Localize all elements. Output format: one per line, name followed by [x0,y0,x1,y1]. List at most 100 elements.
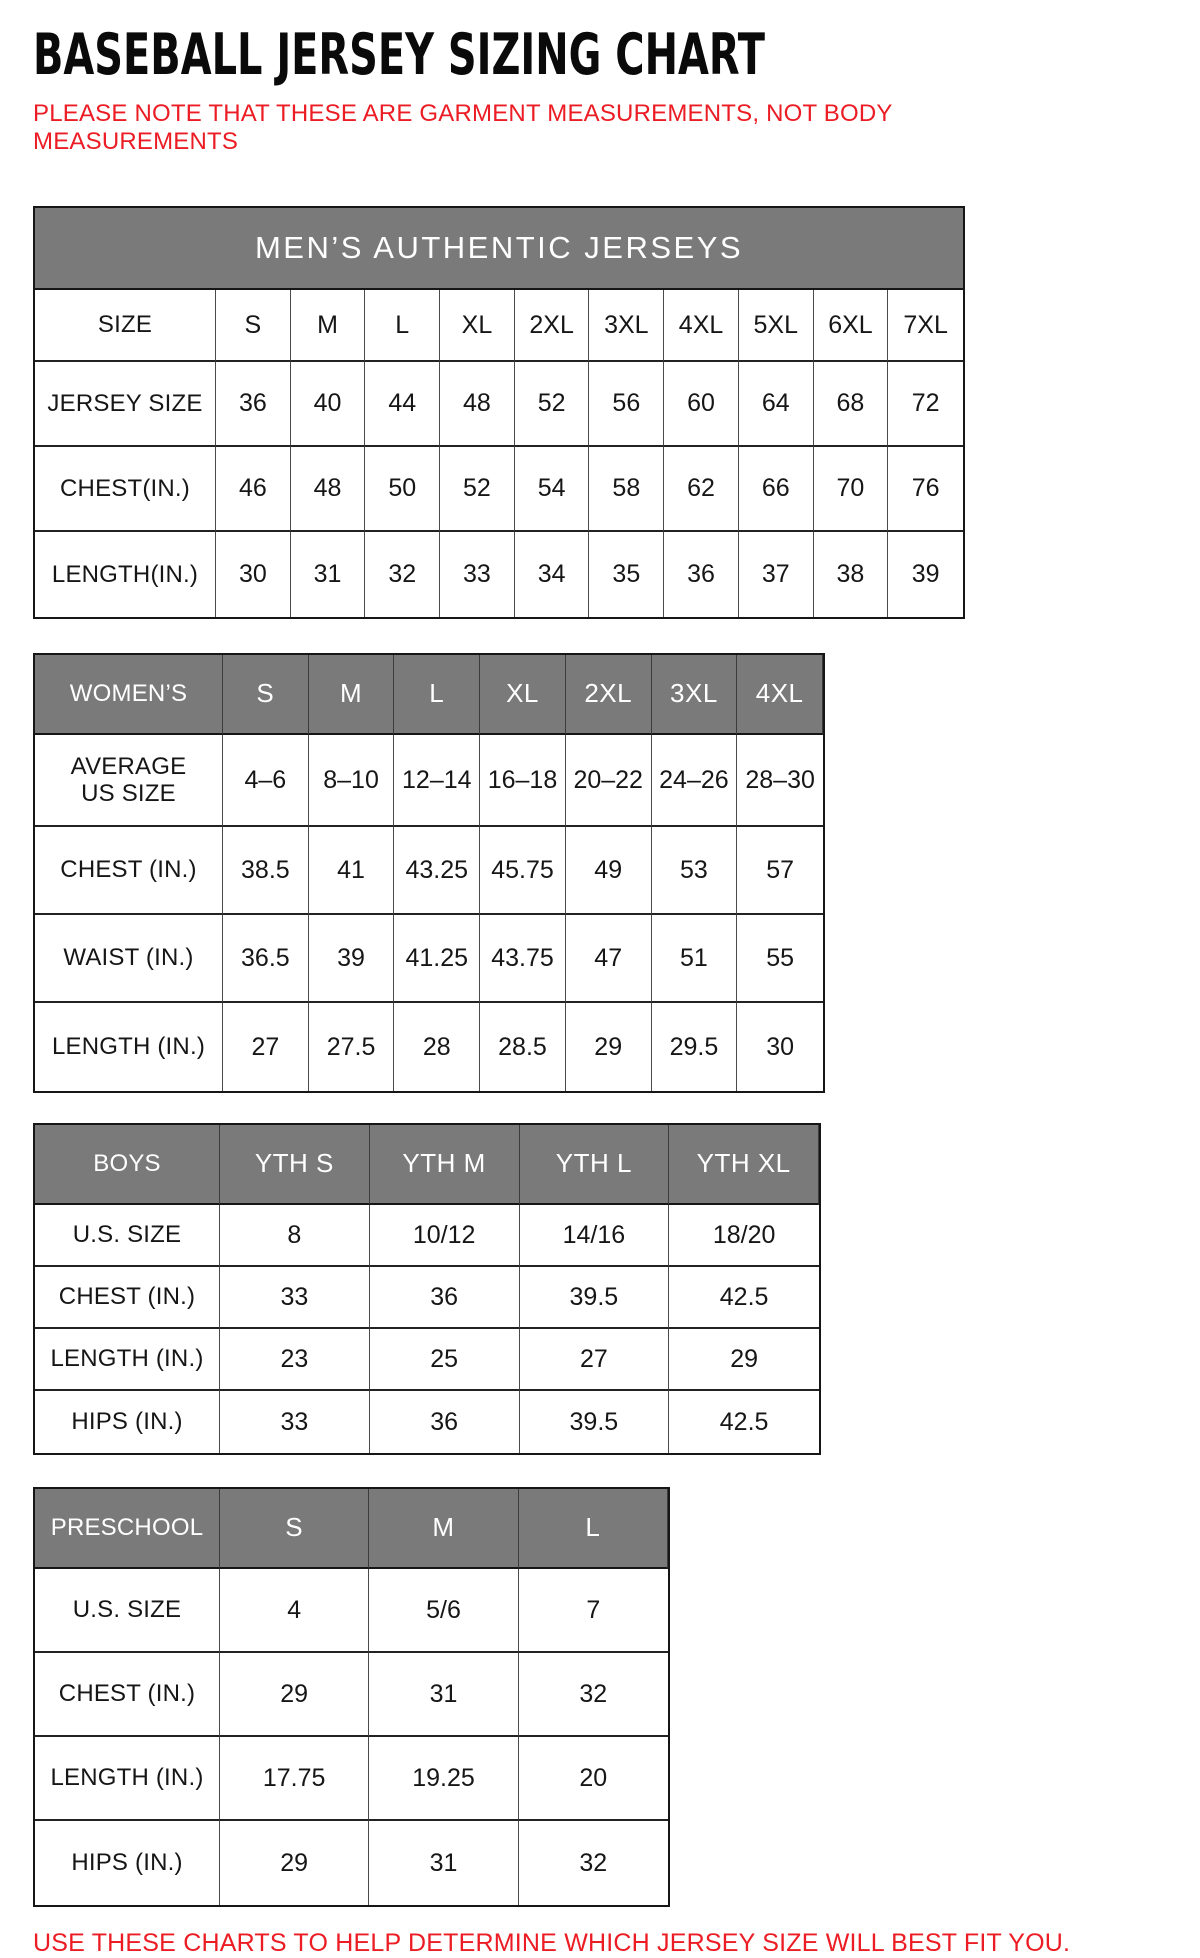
womens-jerseys-table: WOMEN’S S M L XL 2XL 3XL 4XL AVERAGE US SIZE 4–6 8… [33,653,825,1094]
value-cell: 60 [664,362,739,448]
value-cell: 4 [220,1569,370,1654]
value-cell: 36 [216,362,291,448]
row-label: CHEST (IN.) [35,1267,220,1330]
row-label: U.S. SIZE [35,1205,220,1268]
value-cell: 36 [664,532,739,618]
column-header: M [369,1489,519,1570]
value-cell: 20 [518,1737,668,1822]
value-cell: 5/6 [369,1569,519,1654]
row-label: CHEST (IN.) [35,827,223,916]
row-label: AVERAGE US SIZE [35,735,223,828]
value-cell: 41.25 [394,915,481,1004]
column-header: L [394,655,481,736]
value-cell: 36 [370,1391,520,1454]
mens-table-grid: SIZE S M L XL 2XL 3XL 4XL 5XL 6XL 7XL JERSEY SIZE 36… [35,290,963,618]
value-cell: 48 [440,362,515,448]
garment-measurements-note: PLEASE NOTE THAT THESE ARE GARMENT MEASU… [33,100,893,156]
value-cell: 31 [369,1653,519,1738]
value-cell: 39.5 [519,1267,670,1330]
value-cell: 54 [514,447,590,533]
row-label: LENGTH (IN.) [35,1737,220,1822]
table-label-header: BOYS [35,1125,220,1206]
value-cell: 33 [220,1391,370,1454]
value-cell: 48 [290,447,366,533]
value-cell: 35 [589,532,665,618]
row-label: HIPS (IN.) [35,1391,220,1454]
value-cell: 33 [440,532,515,618]
value-cell: 70 [813,447,889,533]
value-cell: 4–6 [223,735,309,828]
preschool-jerseys-table: PRESCHOOL S M L U.S. SIZE 4 5/6 7 CHEST (IN.) 29 3… [33,1487,670,1908]
value-cell: 36.5 [223,915,309,1004]
column-header: 2XL [565,655,652,736]
column-header: 6XL [813,290,889,363]
value-cell: 53 [651,827,738,916]
value-cell: 19.25 [369,1737,519,1822]
value-cell: 32 [579,1848,608,1877]
value-cell: 39 [308,915,395,1004]
value-cell: 68 [813,362,889,448]
value-cell: 31 [369,1821,519,1906]
value-cell: 31 [291,532,366,618]
value-cell: 39 [911,560,940,589]
value-cell: 39.5 [520,1391,670,1454]
value-cell: 27.5 [309,1003,395,1092]
column-header: YTH XL [669,1125,819,1206]
column-header: XL [480,655,566,736]
boys-jerseys-table: BOYS YTH S YTH M YTH L YTH XL U.S. SIZE 8 10/12… [33,1123,821,1456]
value-cell: 32 [518,1653,668,1738]
value-cell: 45.75 [480,827,566,916]
value-cell: 10/12 [369,1205,520,1268]
value-cell: 14/16 [519,1205,670,1268]
footer-note: USE THESE CHARTS TO HELP DETERMINE WHICH… [33,1929,1071,1958]
mens-table-banner: MEN’S AUTHENTIC JERSEYS [35,208,963,291]
boys-table-grid: BOYS YTH S YTH M YTH L YTH XL U.S. SIZE 8 10/12… [35,1125,819,1454]
row-label: LENGTH (IN.) [35,1329,220,1392]
value-cell: 50 [365,447,441,533]
value-cell: 49 [565,827,652,916]
row-label: U.S. SIZE [35,1569,220,1654]
page-title: BASEBALL JERSEY SIZING CHART [33,22,766,88]
column-header: 4XL [737,655,823,736]
column-header: 3XL [651,655,738,736]
value-cell: 12–14 [394,735,481,828]
preschool-table-grid: PRESCHOOL S M L U.S. SIZE 4 5/6 7 CHEST (IN.) 29 3… [35,1489,668,1906]
value-cell: 52 [514,362,590,448]
column-header: YTH M [369,1125,520,1206]
column-header: L [518,1489,668,1570]
value-cell: 27 [519,1329,670,1392]
value-cell: 28.5 [480,1003,566,1092]
value-cell: 25 [369,1329,520,1392]
row-label: CHEST(IN.) [35,447,216,533]
value-cell: 57 [737,827,823,916]
column-header: YTH L [519,1125,670,1206]
row-label: HIPS (IN.) [35,1821,220,1906]
value-cell: 58 [589,447,665,533]
mens-authentic-jerseys-table: MEN’S AUTHENTIC JERSEYS SIZE S M L XL 2XL 3XL 4… [33,206,965,620]
value-cell: 29 [669,1329,819,1392]
column-header: 2XL [514,290,590,363]
value-cell: 8 [220,1205,370,1268]
value-cell: 43.25 [394,827,481,916]
column-header: 4XL [664,290,739,363]
value-cell: 72 [888,362,963,448]
value-cell: 40 [290,362,366,448]
column-header: S [216,290,291,363]
row-label: LENGTH(IN.) [35,532,216,618]
value-cell: 38 [814,532,889,618]
value-cell: 18/20 [669,1205,819,1268]
column-header: 3XL [589,290,665,363]
column-header: 5XL [738,290,814,363]
value-cell: 30 [766,1032,795,1061]
value-cell: 76 [888,447,963,533]
value-cell: 46 [216,447,291,533]
row-label: JERSEY SIZE [35,362,216,448]
value-cell: 28 [394,1003,481,1092]
row-label: CHEST (IN.) [35,1653,220,1738]
table-label-header: SIZE [35,290,216,363]
column-header: M [290,290,366,363]
value-cell: 24–26 [651,735,738,828]
column-header: S [220,1489,370,1570]
value-cell: 56 [589,362,665,448]
value-cell: 42.5 [719,1407,769,1436]
